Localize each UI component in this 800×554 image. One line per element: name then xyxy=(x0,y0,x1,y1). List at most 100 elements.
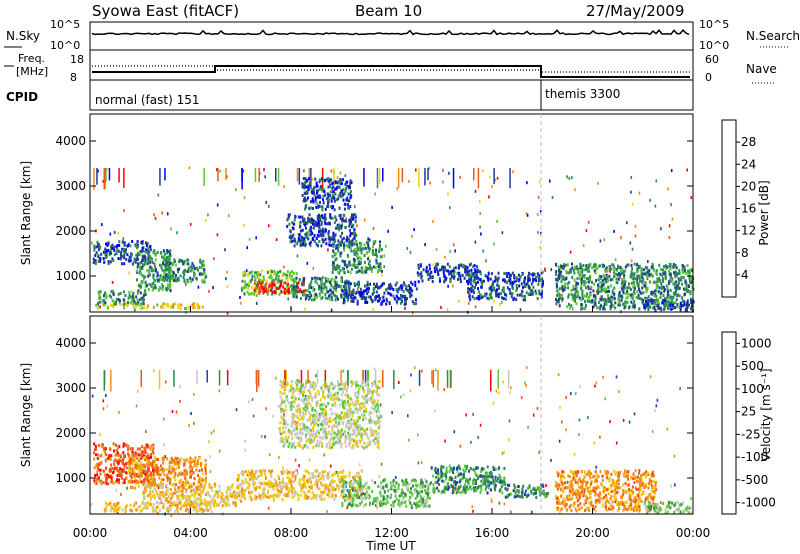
data-cell xyxy=(354,296,357,300)
data-streak xyxy=(225,168,227,181)
data-cell xyxy=(355,270,358,274)
data-cell xyxy=(624,302,627,306)
data-cell xyxy=(636,267,639,271)
data-cell xyxy=(327,232,330,236)
data-cell xyxy=(144,483,147,487)
data-cell xyxy=(95,479,98,483)
data-cell xyxy=(487,272,490,276)
data-cell xyxy=(337,243,340,247)
data-cell xyxy=(378,299,381,303)
data-cell xyxy=(668,269,670,273)
data-cell xyxy=(525,291,528,295)
data-cell xyxy=(293,237,296,241)
data-cell xyxy=(603,297,606,301)
data-cell xyxy=(682,276,685,279)
data-cell xyxy=(244,470,247,474)
data-cell xyxy=(311,197,314,201)
data-cell xyxy=(609,307,612,311)
data-cell xyxy=(104,508,106,512)
data-cell xyxy=(607,279,609,283)
data-cell xyxy=(312,286,314,290)
data-cell xyxy=(348,220,351,224)
data-cell xyxy=(154,253,157,257)
data-cell xyxy=(349,295,352,299)
data-cell xyxy=(145,262,148,266)
data-cell xyxy=(615,441,618,445)
data-cell xyxy=(283,290,286,294)
data-cell xyxy=(367,240,370,244)
data-cell xyxy=(349,196,352,200)
data-cell xyxy=(612,304,615,308)
data-cell xyxy=(608,297,611,301)
data-cell xyxy=(150,471,152,475)
data-cell xyxy=(456,271,459,275)
data-cell xyxy=(321,177,323,180)
data-streak xyxy=(378,168,381,185)
data-cell xyxy=(516,287,519,290)
data-cell xyxy=(448,171,450,175)
data-cell xyxy=(155,489,158,493)
data-cell xyxy=(196,497,199,501)
data-cell xyxy=(449,277,452,281)
data-cell xyxy=(599,295,602,299)
data-cell xyxy=(674,291,677,295)
data-cell xyxy=(193,493,196,496)
data-cell xyxy=(467,272,470,276)
data-cell xyxy=(571,307,574,311)
data-cell xyxy=(356,243,358,246)
data-cell xyxy=(680,278,683,282)
data-cell xyxy=(180,478,183,482)
data-cell xyxy=(141,500,144,504)
data-cell xyxy=(489,277,492,281)
data-cell xyxy=(166,457,169,461)
data-cell xyxy=(454,249,456,253)
data-cell xyxy=(150,455,153,459)
data-cell xyxy=(163,473,166,477)
data-cell xyxy=(140,480,143,484)
data-cell xyxy=(216,168,218,172)
data-cell xyxy=(469,297,472,301)
data-cell xyxy=(287,213,290,217)
data-cell xyxy=(438,277,441,280)
data-cell xyxy=(555,297,557,301)
data-cell xyxy=(375,261,378,265)
data-cell xyxy=(573,278,576,282)
data-cell xyxy=(348,244,351,248)
data-cell xyxy=(188,466,191,470)
data-cell xyxy=(529,291,532,295)
data-cell xyxy=(199,464,202,468)
data-cell xyxy=(348,242,350,245)
data-cell xyxy=(326,222,329,226)
data-cell xyxy=(380,462,383,466)
data-cell xyxy=(243,270,246,274)
data-cell xyxy=(196,268,199,272)
data-cell xyxy=(655,294,658,298)
data-cell xyxy=(527,281,529,285)
data-cell xyxy=(325,475,328,479)
data-cell xyxy=(168,252,171,256)
data-cell xyxy=(227,486,230,490)
data-cell xyxy=(225,490,228,494)
data-cell xyxy=(347,296,349,300)
data-cell xyxy=(126,253,129,257)
data-cell xyxy=(92,451,95,455)
data-cell xyxy=(500,292,503,296)
data-cell xyxy=(525,366,528,370)
data-cell xyxy=(469,279,472,283)
data-cell xyxy=(301,194,304,197)
data-cell xyxy=(206,491,209,495)
data-cell xyxy=(272,272,275,276)
data-cell xyxy=(122,456,125,460)
data-cell xyxy=(459,280,462,284)
data-cell xyxy=(145,489,148,492)
data-cell xyxy=(614,258,617,262)
data-cell xyxy=(648,273,651,277)
data-cell xyxy=(634,224,637,228)
data-cell xyxy=(158,509,161,513)
data-cell xyxy=(383,291,386,295)
data-cell xyxy=(436,267,438,271)
data-cell xyxy=(135,257,138,261)
data-cell xyxy=(107,306,109,310)
data-cell xyxy=(518,277,521,281)
data-cell xyxy=(291,239,294,243)
